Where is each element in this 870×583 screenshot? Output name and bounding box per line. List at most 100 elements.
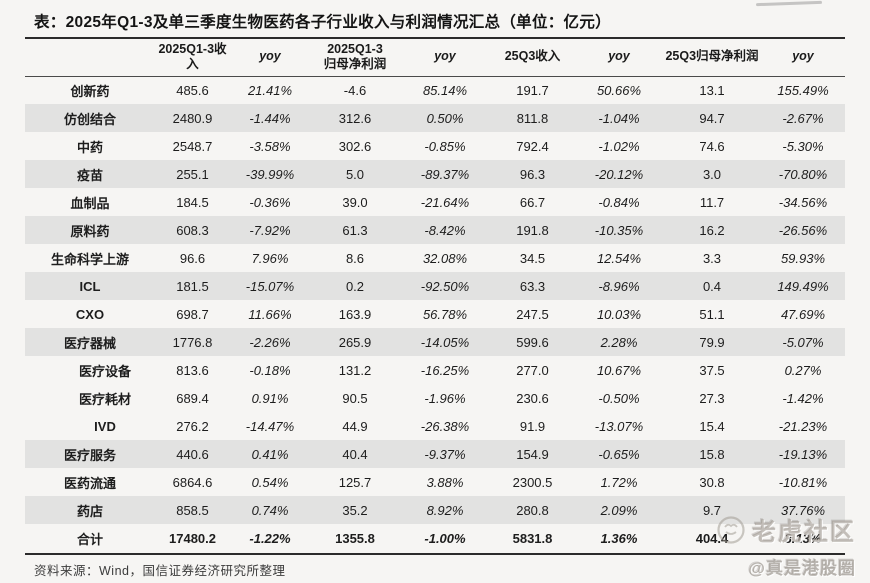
row-label: 医疗耗材: [78, 391, 131, 407]
watermark-account-handle: @真是港股圈: [748, 559, 856, 578]
row-label: 医药流通: [63, 475, 116, 491]
cell-q3-revenue: 96.3: [519, 166, 546, 182]
cell-q3-net-profit: 404.4: [695, 531, 729, 546]
cell-q3-revenue: 34.5: [519, 250, 546, 266]
source-note: 资料来源：Wind，国信证券经济研究所整理: [34, 564, 286, 578]
table-row: 创新药 485.6 21.41% -4.6 85.14% 191.7 50.66…: [25, 76, 845, 104]
header-yoy-4: yoy: [792, 49, 814, 64]
cell-q13-net-profit: 90.5: [342, 390, 368, 406]
table-row: 药店 858.5 0.74% 35.2 8.92% 280.8 2.09% 9.…: [25, 496, 845, 524]
row-label: 血制品: [70, 195, 110, 211]
table-row: 血制品 184.5 -0.36% 39.0 -21.64% 66.7 -0.84…: [25, 188, 845, 216]
cell-q3-net-profit: 74.6: [699, 138, 725, 154]
table-row: 生命科学上游 96.6 7.96% 8.6 32.08% 34.5 12.54%…: [25, 244, 845, 272]
cell-yoy-4: 3.13%: [784, 531, 822, 546]
row-label: 原料药: [70, 223, 110, 239]
cell-yoy-3: -1.04%: [598, 110, 640, 126]
cell-yoy-1: 0.41%: [251, 446, 289, 462]
cell-yoy-4: 47.69%: [780, 306, 826, 322]
cell-yoy-1: -3.58%: [249, 138, 291, 154]
cell-q13-net-profit: 265.9: [338, 334, 372, 350]
row-label: 药店: [76, 503, 103, 519]
cell-yoy-2: -1.00%: [424, 531, 466, 546]
cell-q13-revenue: 17480.2: [169, 531, 216, 546]
row-label: 医疗服务: [63, 447, 116, 463]
cell-yoy-2: 0.50%: [426, 110, 464, 126]
industry-financial-table: 2025Q1-3收入 yoy 2025Q1-3 归母净利润 yoy 25Q3收入…: [25, 37, 845, 555]
cell-q13-net-profit: 61.3: [342, 222, 368, 238]
cell-q3-net-profit: 15.8: [699, 446, 725, 462]
cell-yoy-1: -1.44%: [249, 110, 291, 126]
cell-q13-revenue: 2548.7: [172, 138, 213, 154]
cell-yoy-2: -21.64%: [420, 194, 470, 210]
cell-yoy-2: 3.88%: [426, 474, 464, 490]
cell-q13-revenue: 6864.6: [172, 474, 213, 490]
cell-q3-net-profit: 9.7: [702, 502, 722, 518]
cell-q13-revenue: 440.6: [176, 446, 209, 462]
table-row: 疫苗 255.1 -39.99% 5.0 -89.37% 96.3 -20.12…: [25, 160, 845, 188]
cell-q3-net-profit: 15.4: [699, 418, 725, 434]
table-title: 表：2025年Q1-3及单三季度生物医药各子行业收入与利润情况汇总（单位：亿元）: [34, 14, 611, 31]
cell-yoy-2: 56.78%: [422, 306, 468, 322]
table-row: CXO 698.7 11.66% 163.9 56.78% 247.5 10.0…: [25, 300, 845, 328]
cell-q3-revenue: 191.7: [516, 82, 549, 98]
cell-yoy-3: -0.84%: [598, 194, 640, 210]
cell-yoy-1: 21.41%: [247, 82, 293, 98]
cell-yoy-3: 2.09%: [600, 502, 638, 518]
cell-q13-revenue: 1776.8: [172, 334, 213, 350]
cell-yoy-4: -34.56%: [778, 194, 828, 210]
row-label: 中药: [76, 139, 103, 155]
cell-yoy-4: 155.49%: [777, 82, 829, 98]
cell-yoy-4: -26.56%: [778, 222, 828, 238]
cell-q3-net-profit: 3.3: [702, 250, 722, 266]
cell-q13-net-profit: 163.9: [338, 306, 372, 322]
cell-q3-revenue: 154.9: [516, 446, 549, 462]
table-row: 医药流通 6864.6 0.54% 125.7 3.88% 2300.5 1.7…: [25, 468, 845, 496]
cell-yoy-1: -15.07%: [245, 278, 295, 294]
cell-yoy-1: 0.91%: [251, 390, 289, 406]
cell-q3-revenue: 66.7: [519, 194, 546, 210]
cell-q13-revenue: 608.3: [176, 222, 209, 238]
cell-yoy-2: -16.25%: [420, 362, 470, 378]
table-row: 仿创结合 2480.9 -1.44% 312.6 0.50% 811.8 -1.…: [25, 104, 845, 132]
cell-yoy-3: 12.54%: [596, 250, 642, 266]
cell-yoy-4: 149.49%: [777, 278, 829, 294]
cell-yoy-2: 32.08%: [422, 250, 468, 266]
cell-q13-net-profit: 5.0: [345, 166, 365, 182]
cell-q3-net-profit: 3.0: [702, 166, 722, 182]
cell-yoy-4: 59.93%: [780, 250, 826, 266]
cell-q3-net-profit: 16.2: [699, 222, 725, 238]
row-label: 仿创结合: [63, 111, 116, 127]
table-row: 中药 2548.7 -3.58% 302.6 -0.85% 792.4 -1.0…: [25, 132, 845, 160]
cell-q3-revenue: 247.5: [516, 306, 549, 322]
table-row: 医疗器械 1776.8 -2.26% 265.9 -14.05% 599.6 2…: [25, 328, 845, 356]
cell-q13-net-profit: 312.6: [338, 110, 372, 126]
row-label: 疫苗: [76, 167, 103, 183]
table-row: IVD 276.2 -14.47% 44.9 -26.38% 91.9 -13.…: [25, 412, 845, 440]
cell-yoy-4: 37.76%: [780, 502, 826, 518]
cell-q3-revenue: 792.4: [516, 138, 549, 154]
cell-yoy-3: 10.03%: [596, 306, 642, 322]
cell-q3-net-profit: 37.5: [699, 362, 725, 378]
cell-yoy-1: -7.92%: [249, 222, 291, 238]
cell-yoy-4: -5.30%: [782, 138, 824, 154]
cell-yoy-1: 7.96%: [251, 250, 289, 266]
header-q13-net-profit: 2025Q1-3 归母净利润: [323, 41, 387, 72]
cell-q3-revenue: 91.9: [519, 418, 546, 434]
cell-yoy-1: -1.22%: [249, 531, 291, 546]
cell-yoy-3: -0.50%: [598, 390, 640, 406]
cell-q13-net-profit: 39.0: [342, 194, 368, 210]
row-label: CXO: [75, 306, 105, 322]
cell-yoy-2: -1.96%: [424, 390, 466, 406]
cell-q13-net-profit: 40.4: [342, 446, 368, 462]
cell-q3-net-profit: 27.3: [699, 390, 725, 406]
cell-yoy-3: 50.66%: [596, 82, 642, 98]
cell-yoy-3: 2.28%: [600, 334, 638, 350]
cell-yoy-2: 8.92%: [426, 502, 464, 518]
cell-q3-net-profit: 11.7: [699, 194, 725, 210]
cell-yoy-1: -0.18%: [249, 362, 291, 378]
cropped-edge-artifact: [755, 0, 823, 7]
table-row: 合计 17480.2 -1.22% 1355.8 -1.00% 5831.8 1…: [25, 524, 845, 554]
cell-q3-net-profit: 94.7: [699, 110, 725, 126]
table-header: 2025Q1-3收入 yoy 2025Q1-3 归母净利润 yoy 25Q3收入…: [25, 38, 845, 76]
